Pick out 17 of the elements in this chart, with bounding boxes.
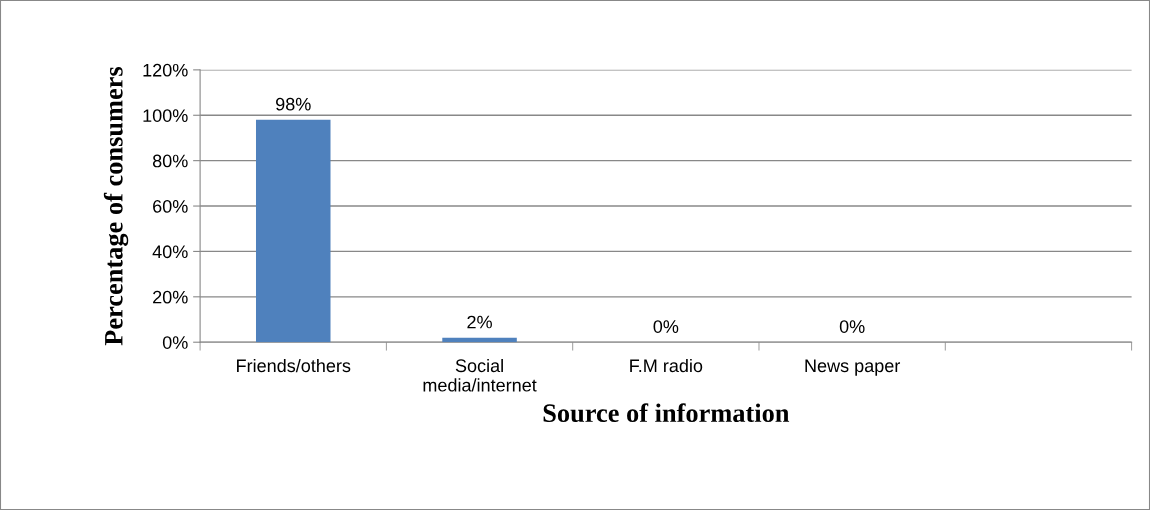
y-tick-label: 60% [153, 199, 188, 213]
data-label: 0% [653, 320, 679, 333]
y-tick-label: 0% [162, 336, 188, 349]
y-tick-label: 80% [152, 154, 188, 168]
x-tick-label: News paper [805, 359, 901, 376]
y-tick-label: 40% [152, 245, 188, 259]
x-tick-label: F.M radio [630, 358, 703, 373]
y-tick-label: 20% [153, 290, 188, 304]
data-label: 98% [276, 97, 311, 111]
x-tick-label: Social media/internet [423, 358, 537, 392]
x-tick-label: Friends/others [237, 358, 351, 373]
y-tick-label: 120% [143, 63, 188, 77]
data-label: 2% [467, 315, 492, 329]
y-tick-label: 100% [143, 109, 188, 122]
y-axis-title: Percentage of consumers [103, 66, 129, 346]
x-axis-title: Source of information [543, 403, 790, 423]
data-label: 0% [839, 320, 865, 333]
